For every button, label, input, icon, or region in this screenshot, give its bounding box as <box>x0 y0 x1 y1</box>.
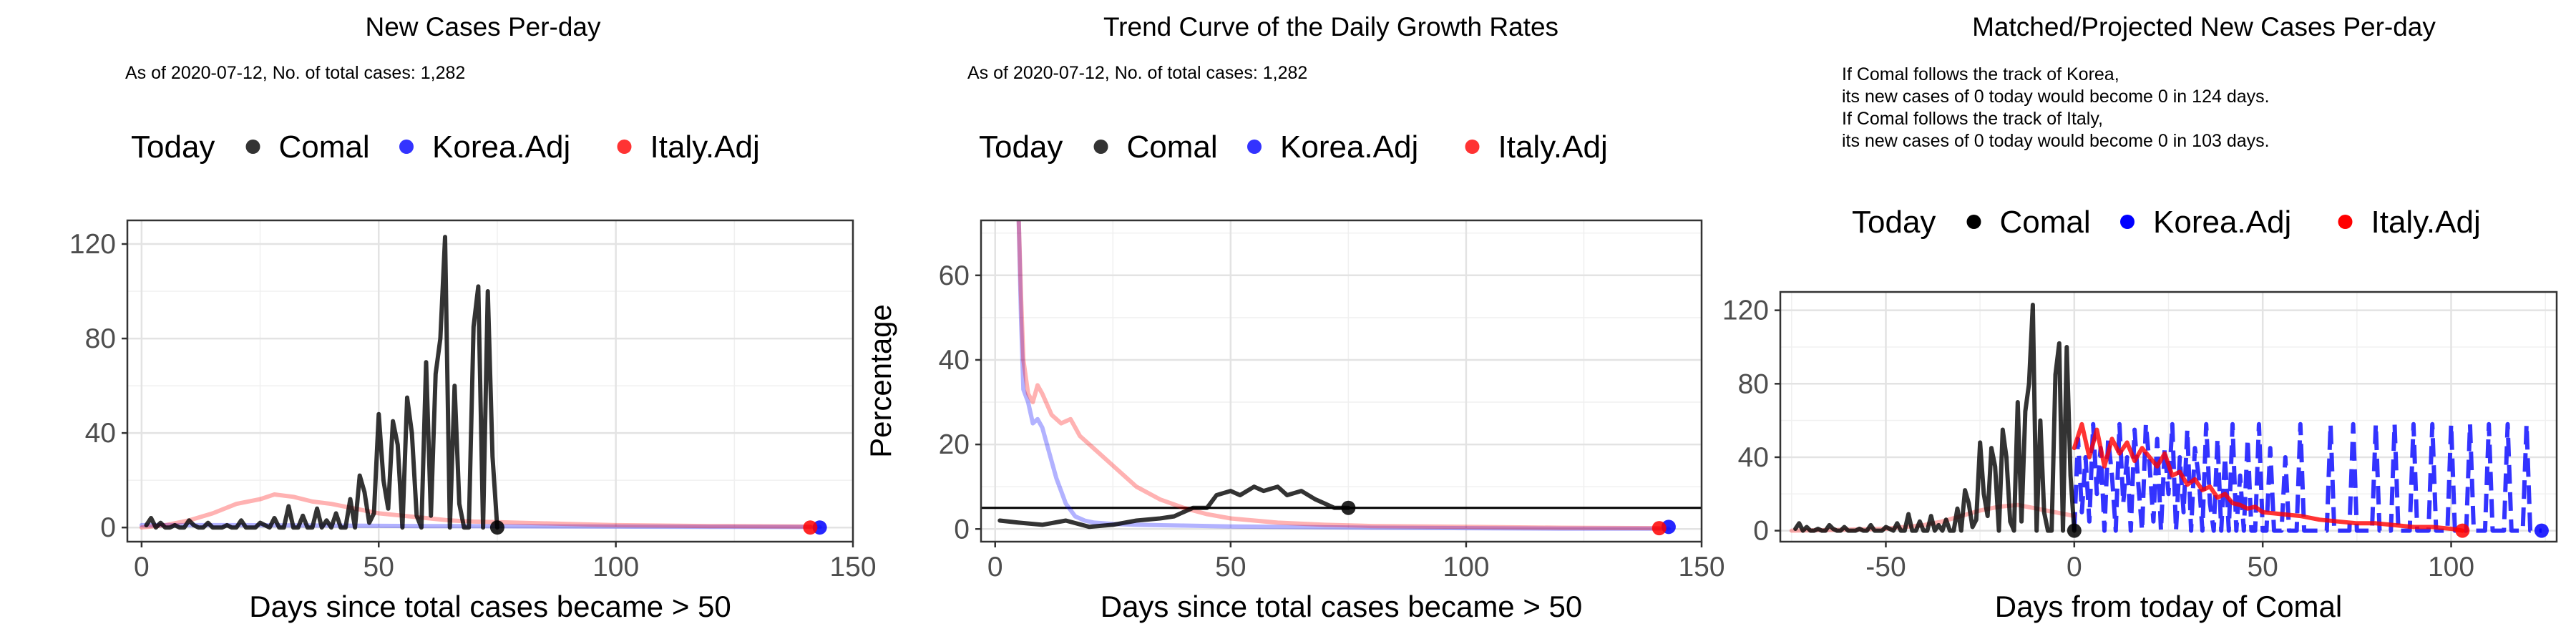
axis-ticks: 0 50 100 150 0 20 40 60 <box>939 260 1725 582</box>
y-tick-label: 0 <box>100 512 116 543</box>
legend-title: Today <box>131 130 215 165</box>
y-axis-title: Percentage <box>864 304 897 458</box>
legend-label: Italy.Adj <box>650 130 760 165</box>
series-line-italy-adj <box>1016 220 1662 531</box>
y-tick-label: 80 <box>1738 369 1769 399</box>
legend-label: Comal <box>2000 205 2091 240</box>
y-tick-label: 20 <box>939 429 970 460</box>
legend-marker-korea-adj <box>1247 140 1262 154</box>
chart-panel-3: Matched/Projected New Cases Per-day If Co… <box>1722 12 2558 623</box>
legend-marker-comal <box>1966 215 1981 229</box>
y-tick-label: 60 <box>939 260 970 291</box>
chart-subtitle-line: As of 2020-07-12, No. of total cases: 1,… <box>125 63 465 83</box>
legend-title: Today <box>1852 205 1936 240</box>
y-tick-label: 120 <box>1722 296 1769 326</box>
x-tick-label: -50 <box>1865 552 1906 582</box>
x-tick-label: 0 <box>2067 552 2082 582</box>
legend-label: Italy.Adj <box>2371 205 2481 240</box>
legend-marker-korea-adj <box>2120 215 2135 229</box>
legend-marker-italy-adj <box>617 140 632 154</box>
legend-label: Korea.Adj <box>432 130 570 165</box>
today-point-comal <box>1341 500 1356 515</box>
today-point-italy-adj <box>2455 523 2470 538</box>
chart-panel-2: Trend Curve of the Daily Growth Rates As … <box>864 12 1725 623</box>
y-tick-label: 40 <box>939 345 970 376</box>
series-line-korea-adj <box>139 522 822 530</box>
x-tick-label: 0 <box>987 552 1003 582</box>
data-layer <box>981 220 1702 531</box>
x-tick-label: 50 <box>364 552 394 582</box>
legend: Today Comal Korea.Adj Italy.Adj <box>1852 205 2481 240</box>
y-tick-label: 120 <box>69 229 116 260</box>
legend-label: Italy.Adj <box>1498 130 1608 165</box>
data-layer <box>1789 303 2542 533</box>
legend-marker-comal <box>1093 140 1108 154</box>
series-line-italy-adj <box>139 492 813 530</box>
chart-subtitle-line: If Comal follows the track of Korea, <box>1842 64 2119 84</box>
y-tick-label: 40 <box>1738 442 1769 473</box>
legend-label: Comal <box>279 130 370 165</box>
plot-border <box>126 219 854 543</box>
chart-subtitle-line: As of 2020-07-12, No. of total cases: 1,… <box>967 63 1307 83</box>
x-tick-label: 100 <box>2428 552 2474 582</box>
plot-border <box>1779 291 2558 543</box>
today-point-italy-adj <box>803 520 818 535</box>
gridlines <box>981 220 1703 542</box>
axis-ticks: 0 50 100 150 0 40 80 120 <box>69 229 877 582</box>
chart-subtitle-line: its new cases of 0 today would become 0 … <box>1842 131 2270 151</box>
legend-marker-italy-adj <box>1465 140 1480 154</box>
series-line-comal <box>144 235 499 530</box>
x-axis-title: Days since total cases became > 50 <box>249 590 731 623</box>
plot-area <box>981 220 1702 542</box>
legend-label: Comal <box>1127 130 1218 165</box>
x-axis-title: Days since total cases became > 50 <box>1101 590 1583 623</box>
chart-title: New Cases Per-day <box>365 12 601 42</box>
series-line-korea-adj <box>1016 220 1671 531</box>
x-tick-label: 50 <box>1215 552 1246 582</box>
today-point-comal <box>489 520 504 535</box>
x-tick-label: 100 <box>592 552 639 582</box>
legend-marker-comal <box>245 140 260 154</box>
y-tick-label: 0 <box>954 514 970 545</box>
today-point-italy-adj <box>1652 521 1667 536</box>
chart-title: Trend Curve of the Daily Growth Rates <box>1103 12 1558 42</box>
axis-ticks: -50 0 50 100 0 40 80 120 <box>1722 296 2474 582</box>
gridlines <box>1780 292 2557 542</box>
x-tick-label: 150 <box>1678 552 1724 582</box>
series-line-comal <box>1793 303 2077 533</box>
legend-label: Korea.Adj <box>2153 205 2291 240</box>
chart-panel-1: New Cases Per-day As of 2020-07-12, No. o… <box>69 12 877 623</box>
chart-subtitle-line: its new cases of 0 today would become 0 … <box>1842 87 2270 107</box>
x-tick-label: 150 <box>829 552 876 582</box>
x-tick-label: 50 <box>2247 552 2278 582</box>
legend-marker-korea-adj <box>399 140 414 154</box>
plot-border <box>980 219 1703 543</box>
legend-title: Today <box>979 130 1063 165</box>
legend: Today Comal Korea.Adj Italy.Adj <box>131 130 760 165</box>
x-axis-title: Days from today of Comal <box>1995 590 2343 623</box>
today-point-comal <box>2067 523 2082 538</box>
chart-subtitle-line: If Comal follows the track of Italy, <box>1842 109 2103 129</box>
today-point-korea-adj <box>2534 523 2549 538</box>
x-tick-label: 0 <box>134 552 150 582</box>
legend-marker-italy-adj <box>2338 215 2353 229</box>
series-line-korea-adj <box>2072 421 2542 533</box>
y-tick-label: 80 <box>85 323 116 354</box>
series-line-comal <box>997 484 1351 530</box>
legend-label: Korea.Adj <box>1280 130 1418 165</box>
y-tick-label: 0 <box>1753 516 1769 547</box>
legend: Today Comal Korea.Adj Italy.Adj <box>979 130 1608 165</box>
data-layer <box>139 235 822 530</box>
x-tick-label: 100 <box>1443 552 1489 582</box>
chart-title: Matched/Projected New Cases Per-day <box>1972 12 2436 42</box>
series-line-italy-adj <box>2072 421 2465 533</box>
y-tick-label: 40 <box>85 418 116 449</box>
